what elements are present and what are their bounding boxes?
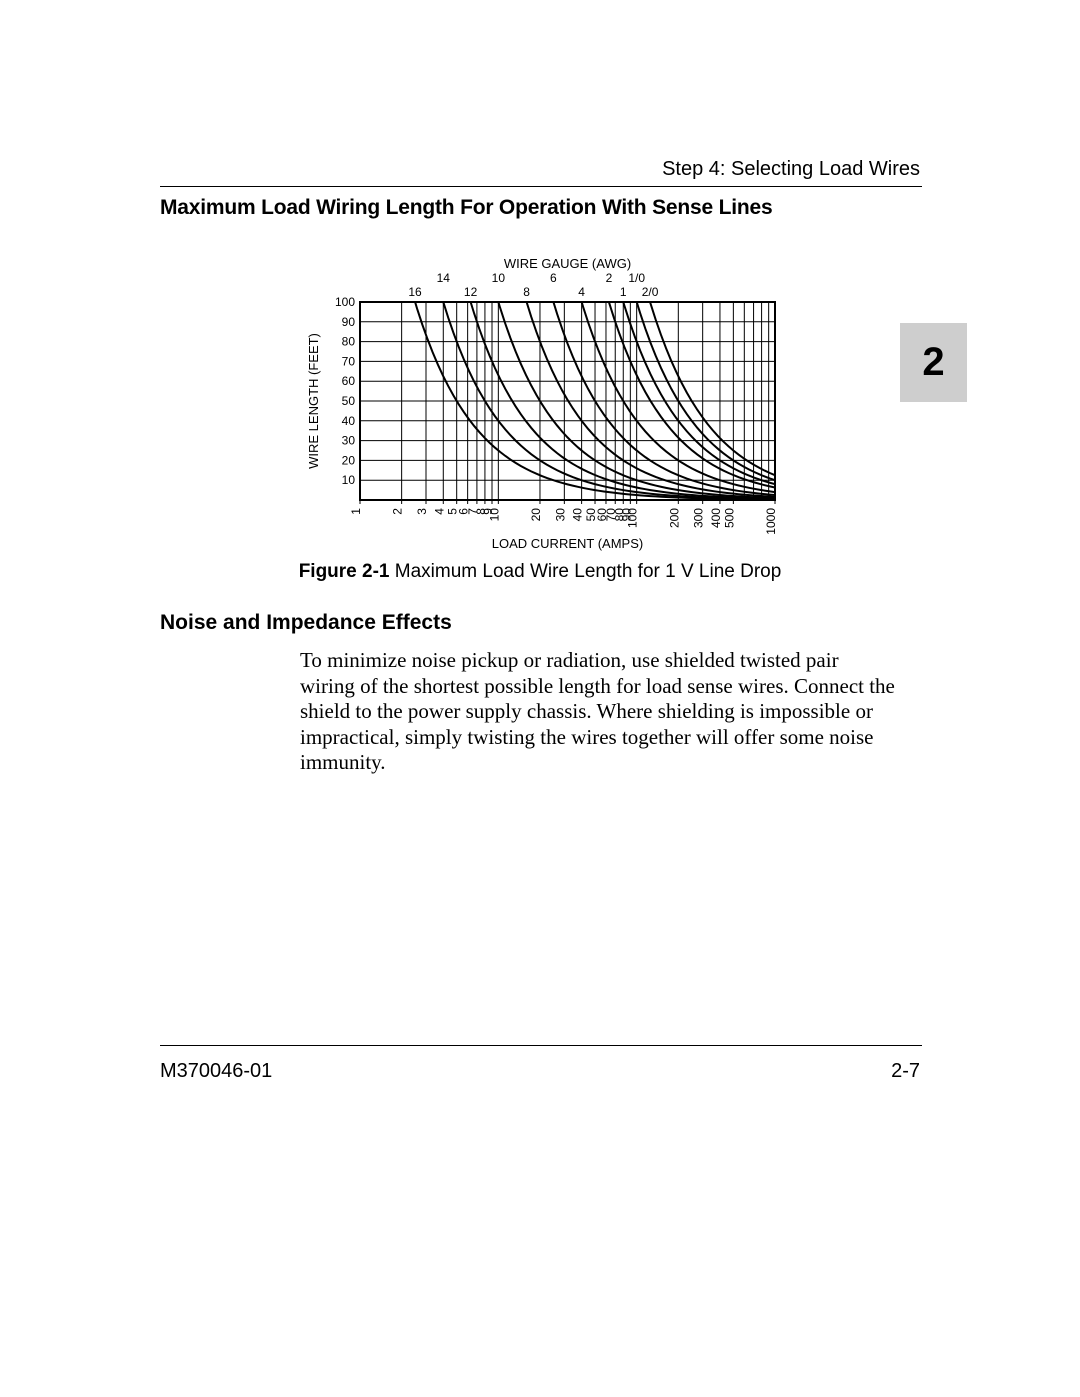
svg-text:200: 200 [667,508,681,528]
svg-text:300: 300 [692,508,706,528]
section-heading: Maximum Load Wiring Length For Operation… [160,196,772,220]
svg-text:4: 4 [432,508,446,515]
header-rule [160,186,922,187]
svg-text:400: 400 [709,508,723,528]
svg-text:2: 2 [606,271,613,285]
svg-text:30: 30 [342,434,356,448]
svg-text:500: 500 [722,508,736,528]
svg-text:50: 50 [342,394,356,408]
svg-text:90: 90 [342,315,356,329]
svg-text:40: 40 [571,508,585,522]
wire-length-chart: 1020304050607080901001234567891020304050… [300,252,790,552]
figure-caption: Figure 2-1 Maximum Load Wire Length for … [0,561,1080,583]
svg-text:10: 10 [342,473,356,487]
svg-text:14: 14 [437,271,451,285]
svg-text:LOAD CURRENT (AMPS): LOAD CURRENT (AMPS) [492,536,643,551]
svg-text:80: 80 [342,335,356,349]
svg-text:6: 6 [550,271,557,285]
svg-text:100: 100 [335,295,355,309]
chapter-tab: 2 [900,323,967,402]
svg-text:40: 40 [342,414,356,428]
svg-text:10: 10 [492,271,506,285]
figure-caption-label: Figure 2-1 [299,561,390,582]
svg-text:16: 16 [408,285,422,299]
footer-rule [160,1045,922,1046]
figure-2-1: 1020304050607080901001234567891020304050… [300,252,790,557]
svg-text:70: 70 [342,354,356,368]
svg-text:1: 1 [349,508,363,515]
svg-text:1000: 1000 [764,508,778,535]
figure-caption-text: Maximum Load Wire Length for 1 V Line Dr… [390,561,782,582]
svg-text:2: 2 [391,508,405,515]
svg-text:2/0: 2/0 [642,285,659,299]
running-header: Step 4: Selecting Load Wires [662,158,920,181]
svg-text:30: 30 [553,508,567,522]
svg-text:20: 20 [342,453,356,467]
footer-doc-number: M370046-01 [160,1060,272,1083]
svg-text:WIRE GAUGE (AWG): WIRE GAUGE (AWG) [504,256,631,271]
chapter-number: 2 [922,340,944,385]
subheading-noise: Noise and Impedance Effects [160,611,452,635]
page: Step 4: Selecting Load Wires Maximum Loa… [0,0,1080,1397]
svg-text:12: 12 [464,285,478,299]
svg-text:8: 8 [523,285,530,299]
svg-text:WIRE LENGTH (FEET): WIRE LENGTH (FEET) [306,333,321,469]
svg-text:100: 100 [626,508,640,528]
svg-text:60: 60 [342,374,356,388]
footer-page-number: 2-7 [891,1060,920,1083]
svg-text:4: 4 [578,285,585,299]
svg-text:20: 20 [529,508,543,522]
svg-text:10: 10 [487,508,501,522]
svg-text:1/0: 1/0 [628,271,645,285]
body-paragraph: To minimize noise pickup or radiation, u… [300,648,895,776]
svg-text:3: 3 [415,508,429,515]
svg-text:1: 1 [620,285,627,299]
